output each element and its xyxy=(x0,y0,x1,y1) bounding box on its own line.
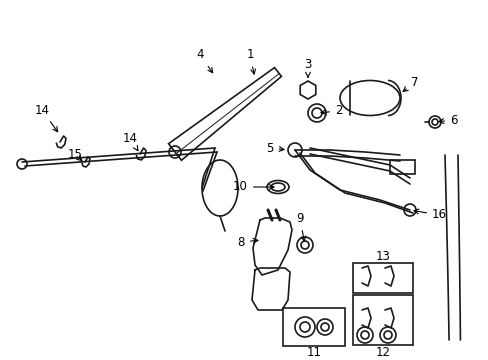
Text: 8: 8 xyxy=(237,235,258,248)
Text: 2: 2 xyxy=(320,104,342,117)
Text: 16: 16 xyxy=(413,208,446,221)
Bar xyxy=(352,263,412,293)
Text: 12: 12 xyxy=(375,346,390,359)
Bar xyxy=(283,308,345,346)
Text: 5: 5 xyxy=(266,141,284,154)
Bar xyxy=(352,295,412,345)
Text: 14: 14 xyxy=(35,104,58,132)
Text: 14: 14 xyxy=(122,131,138,150)
Text: 9: 9 xyxy=(296,212,305,241)
Text: 10: 10 xyxy=(233,180,273,194)
Text: 1: 1 xyxy=(246,49,255,74)
Text: 11: 11 xyxy=(306,346,321,359)
Text: 13: 13 xyxy=(375,249,389,262)
Text: 3: 3 xyxy=(304,58,311,77)
Bar xyxy=(389,160,414,174)
Text: 7: 7 xyxy=(402,76,418,91)
Text: 15: 15 xyxy=(67,148,82,162)
Text: 4: 4 xyxy=(196,49,212,73)
Text: 6: 6 xyxy=(438,113,457,126)
